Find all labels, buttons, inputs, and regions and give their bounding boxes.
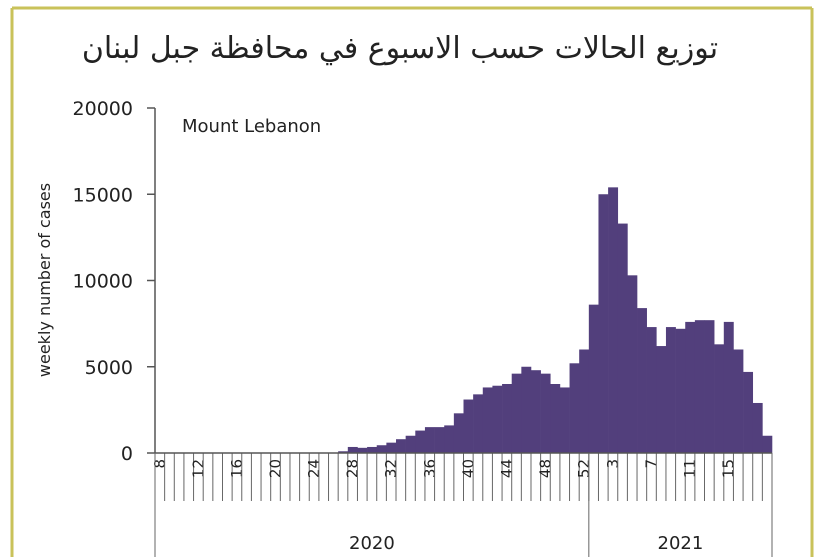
bar [714, 344, 725, 453]
bar [646, 327, 657, 453]
bar [665, 327, 676, 453]
bar [482, 387, 493, 453]
bar [415, 430, 426, 453]
x-tick-label: 11 [681, 459, 699, 478]
x-tick-label: 7 [642, 459, 660, 469]
bar [762, 435, 773, 453]
bar [502, 384, 513, 453]
bar [540, 373, 551, 453]
x-tick-label: 52 [575, 459, 593, 478]
bar [569, 363, 580, 453]
bar [347, 446, 358, 453]
y-tick-label: 10000 [73, 271, 133, 293]
x-group-label: 2020 [349, 533, 395, 554]
bar [617, 223, 628, 453]
bar [550, 384, 561, 453]
bar [521, 366, 532, 453]
x-tick-label: 28 [344, 459, 362, 478]
bar [704, 320, 715, 453]
bar [386, 442, 397, 453]
bar [530, 370, 541, 453]
bar [434, 427, 445, 453]
y-axis-label: weekly number of cases [35, 183, 54, 377]
bar [453, 413, 464, 453]
y-tick-label: 5000 [85, 357, 133, 379]
x-tick-label: 44 [498, 459, 516, 478]
bar [733, 349, 744, 453]
y-tick-label: 15000 [73, 184, 133, 206]
annotation: Mount Lebanon [182, 116, 321, 137]
x-tick-label: 15 [720, 459, 738, 478]
bar [637, 308, 647, 453]
x-tick-label: 8 [151, 459, 169, 469]
chart-title: توزيع الحالات حسب الاسبوع في محافظة جبل … [82, 31, 718, 66]
x-tick-label: 16 [228, 459, 246, 478]
bar [588, 304, 599, 453]
x-tick-label: 36 [421, 459, 439, 478]
bar [367, 446, 378, 453]
bar [656, 346, 667, 453]
x-group-label: 2021 [658, 533, 704, 554]
bar [511, 373, 522, 453]
bar [463, 399, 474, 453]
bar [357, 447, 368, 453]
bar [376, 445, 387, 453]
x-tick-label: 48 [536, 459, 554, 478]
bar [338, 451, 349, 453]
x-tick-label: 3 [604, 459, 622, 469]
bar [396, 439, 406, 453]
bar [444, 425, 455, 453]
bar [685, 321, 696, 453]
bar [598, 194, 609, 453]
bar [723, 321, 734, 453]
x-tick-label: 12 [189, 459, 207, 478]
bar [405, 435, 416, 453]
x-tick-label: 32 [382, 459, 400, 478]
bar [743, 371, 754, 453]
y-tick-label: 0 [121, 443, 133, 465]
bar [752, 402, 763, 453]
bar [473, 394, 484, 453]
x-tick-label: 20 [267, 459, 285, 478]
x-tick-label: 40 [459, 459, 477, 478]
bar [559, 387, 570, 453]
x-tick-label: 24 [305, 459, 323, 478]
bar [424, 427, 435, 453]
bar [694, 320, 705, 453]
y-tick-label: 20000 [73, 98, 133, 120]
bar [675, 328, 686, 453]
bar [627, 275, 638, 453]
bar [492, 385, 503, 453]
bar [579, 349, 590, 453]
bar [608, 187, 619, 453]
